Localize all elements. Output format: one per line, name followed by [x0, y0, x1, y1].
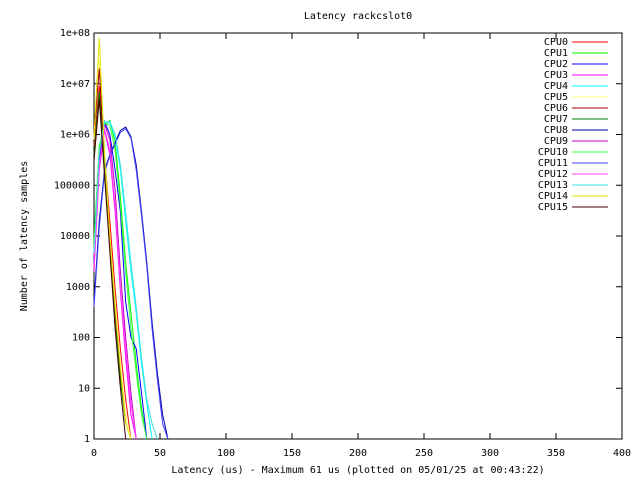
y-tick-label: 10000 — [60, 231, 90, 242]
legend-label: CPU1 — [544, 48, 568, 59]
legend-label: CPU7 — [544, 114, 568, 125]
x-tick-label: 350 — [547, 448, 565, 459]
legend-label: CPU4 — [544, 81, 568, 92]
x-tick-label: 250 — [415, 448, 433, 459]
x-tick-label: 150 — [283, 448, 301, 459]
legend-label: CPU15 — [538, 202, 568, 213]
x-tick-label: 50 — [154, 448, 166, 459]
legend-label: CPU11 — [538, 158, 568, 169]
series-line — [93, 127, 169, 440]
y-tick-label: 100000 — [54, 180, 90, 191]
legend-label: CPU8 — [544, 125, 568, 136]
y-tick-label: 100 — [72, 333, 90, 344]
y-tick-label: 1000 — [66, 282, 90, 293]
x-tick-label: 300 — [481, 448, 499, 459]
legend-label: CPU12 — [538, 169, 568, 180]
y-tick-label: 10 — [78, 383, 90, 394]
legend-label: CPU5 — [544, 92, 568, 103]
x-tick-label: 200 — [349, 448, 367, 459]
x-tick-label: 400 — [613, 448, 631, 459]
y-axis-label: Number of latency samples — [19, 161, 30, 312]
series-line — [93, 128, 137, 440]
series-line — [93, 120, 158, 440]
x-tick-label: 100 — [217, 448, 235, 459]
series-line — [93, 126, 169, 440]
legend-label: CPU2 — [544, 59, 568, 70]
legend-label: CPU9 — [544, 136, 568, 147]
y-tick-label: 1 — [84, 434, 90, 445]
plot-frame — [93, 32, 623, 440]
y-tick-label: 1e+07 — [60, 79, 90, 90]
x-tick-label: 0 — [91, 448, 97, 459]
legend-label: CPU0 — [544, 37, 568, 48]
x-axis-label: Latency (us) - Maximum 61 us (plotted on… — [171, 465, 544, 476]
legend-label: CPU14 — [538, 191, 568, 202]
legend-label: CPU10 — [538, 147, 568, 158]
legend-label: CPU13 — [538, 180, 568, 191]
y-tick-label: 1e+08 — [60, 28, 90, 39]
chart-title: Latency rackcslot0 — [304, 11, 412, 22]
series-line — [93, 37, 132, 440]
legend-label: CPU3 — [544, 70, 568, 81]
legend-label: CPU6 — [544, 103, 568, 114]
y-tick-label: 1e+06 — [60, 130, 90, 141]
series-line — [93, 98, 127, 440]
